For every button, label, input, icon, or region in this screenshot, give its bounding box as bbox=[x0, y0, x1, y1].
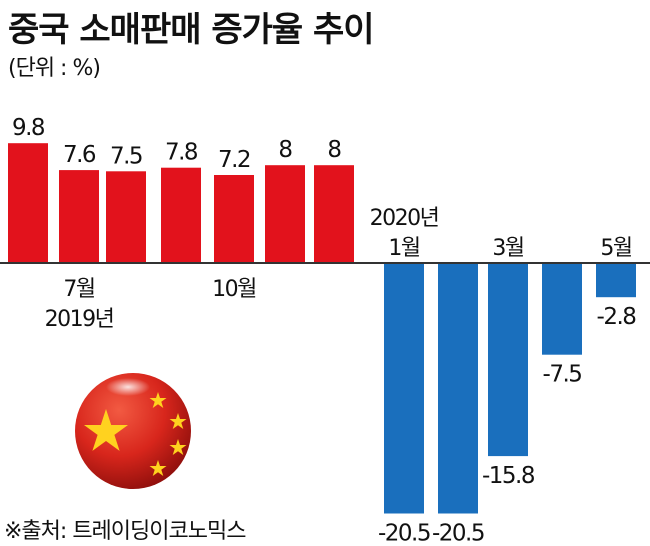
value-label: 7.6 bbox=[63, 142, 96, 168]
bar-2019-06 bbox=[8, 143, 48, 263]
axis-label: 10월 bbox=[212, 277, 256, 302]
bar-2019-12 bbox=[314, 165, 354, 263]
axis-label: 2020년 bbox=[370, 206, 439, 231]
value-label: 8 bbox=[327, 137, 341, 163]
unit-label: (단위 : %) bbox=[8, 56, 101, 81]
chart-title: 중국 소매판매 증가율 추이 bbox=[8, 10, 375, 50]
value-label: 8 bbox=[278, 137, 292, 163]
value-label: 7.5 bbox=[110, 143, 142, 169]
value-label: -20.5 bbox=[378, 521, 430, 546]
bar-2020-05 bbox=[596, 263, 636, 298]
bar-2019-10 bbox=[214, 175, 254, 263]
bar-2019-08 bbox=[106, 171, 146, 263]
value-label: -7.5 bbox=[543, 362, 582, 388]
axis-label: 2019년 bbox=[45, 307, 114, 332]
value-label: -2.8 bbox=[597, 304, 637, 330]
value-label: -20.5 bbox=[432, 521, 484, 546]
bar-2019-09 bbox=[161, 167, 201, 263]
axis-label: 5월 bbox=[600, 236, 631, 261]
bar-2020-01 bbox=[384, 263, 424, 514]
value-label: 7.8 bbox=[165, 140, 198, 166]
china-flag-globe-icon bbox=[75, 373, 191, 489]
value-label: 7.2 bbox=[218, 147, 250, 173]
bar-2020-02 bbox=[438, 263, 478, 514]
value-label: -15.8 bbox=[482, 463, 535, 489]
axis-label: 7월 bbox=[63, 277, 94, 302]
bar-2019-07 bbox=[59, 170, 99, 263]
bar-2020-04 bbox=[542, 263, 582, 355]
value-label: 9.8 bbox=[12, 115, 45, 141]
source-note: ※출처: 트레이딩이코노믹스 bbox=[4, 519, 246, 544]
axis-label: 3월 bbox=[492, 236, 523, 261]
bar-2020-03 bbox=[488, 263, 528, 457]
axis-label: 1월 bbox=[388, 236, 419, 261]
bar-2019-11 bbox=[265, 165, 305, 263]
